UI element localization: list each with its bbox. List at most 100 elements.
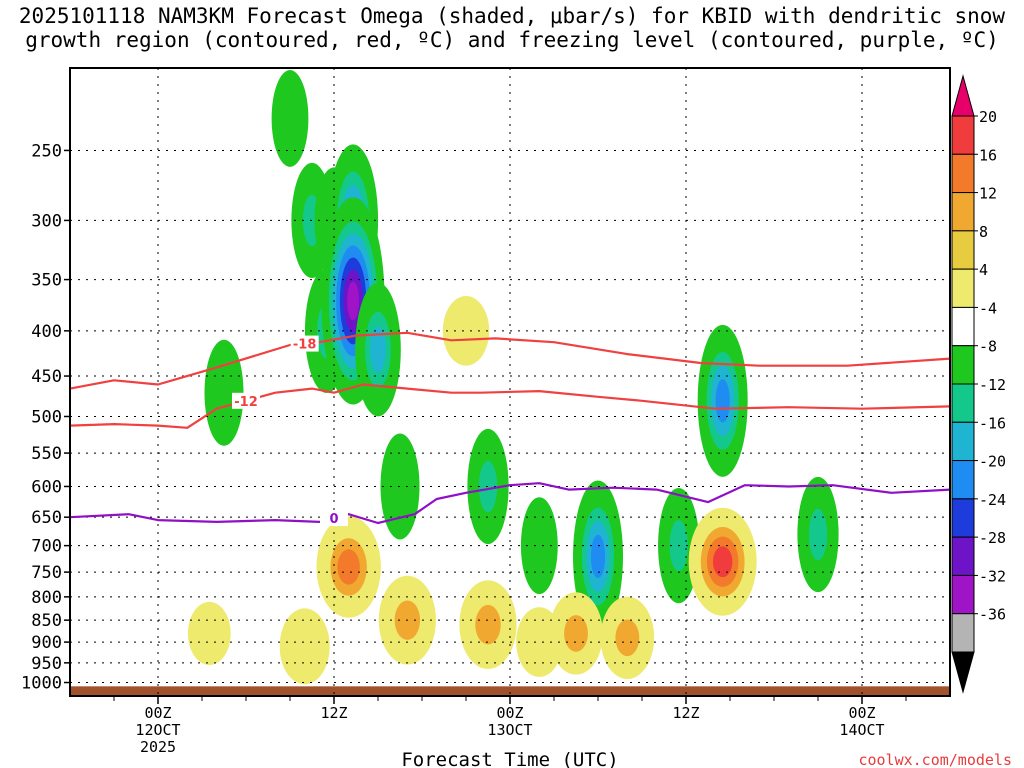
omega-cell-level — [289, 622, 321, 670]
omega-cell-10 — [467, 428, 509, 545]
colorbar-label: -8 — [979, 338, 997, 356]
contour-1 — [70, 331, 950, 390]
grid-layer — [70, 68, 950, 696]
y-tick-label: 800 — [31, 588, 62, 608]
omega-cell-11 — [520, 497, 558, 595]
omega-cell-level — [715, 379, 730, 423]
omega-cell-level — [388, 453, 412, 520]
colorbar-label: -32 — [979, 567, 1006, 585]
colorbar-label: -36 — [979, 606, 1006, 624]
y-tick-label: 400 — [31, 322, 62, 342]
omega-cell-9 — [380, 433, 420, 540]
colorbar-label: 20 — [979, 108, 997, 126]
colorbar-segment — [951, 613, 975, 653]
chart-title: 2025101118 NAM3KM Forecast Omega (shaded… — [0, 4, 1024, 52]
x-tick-label: 13OCT — [487, 721, 532, 739]
contour-2 — [70, 383, 950, 429]
y-tick-label: 950 — [31, 654, 62, 674]
y-tick-label: 850 — [31, 611, 62, 631]
terrain-band — [70, 686, 950, 696]
colorbar-label: -16 — [979, 414, 1006, 432]
y-tick-label: 750 — [31, 563, 62, 583]
x-tick-label: 12OCT — [135, 721, 180, 739]
omega-cell-level — [212, 360, 236, 426]
terrain-layer — [70, 686, 950, 696]
y-tick-label: 500 — [31, 407, 62, 427]
colorbar-top-arrow — [951, 74, 975, 117]
colorbar-segment — [951, 268, 975, 308]
colorbar-label: 16 — [979, 146, 997, 164]
colorbar-segment — [951, 421, 975, 462]
x-tick-label: 00Z — [144, 704, 171, 722]
colorbar-segment — [951, 498, 975, 538]
colorbar-label: -28 — [979, 529, 1006, 547]
chart-title-line2: growth region (contoured, red, ºC) and f… — [25, 28, 999, 52]
omega-cell-level — [370, 326, 386, 373]
y-tick-label: 300 — [31, 211, 62, 231]
colorbar-label: -12 — [979, 376, 1006, 394]
colorbar-segment — [951, 192, 975, 232]
omega-cell-1 — [204, 339, 244, 446]
colorbar-segment — [951, 153, 975, 194]
colorbar-label: -24 — [979, 491, 1006, 509]
chart-title-line1: 2025101118 NAM3KM Forecast Omega (shaded… — [18, 4, 1006, 28]
omega-cell-2 — [271, 70, 309, 167]
colorbar-segment — [951, 536, 975, 576]
contour-layer: -18 -12 0 — [70, 331, 950, 527]
x-tick-label: 12Z — [672, 704, 699, 722]
omega-cell-level — [337, 549, 360, 585]
y-tick-label: 350 — [31, 271, 62, 291]
y-tick-label: 550 — [31, 444, 62, 464]
colorbar-segment — [951, 383, 975, 423]
colorbar-segment — [951, 345, 975, 385]
contour-3 — [70, 482, 950, 525]
omega-cell-level — [528, 515, 551, 576]
x-tick-label: 14OCT — [839, 721, 884, 739]
omega-cell-level — [475, 604, 501, 645]
y-axis: 2503003504004505005506006507007508008509… — [21, 141, 70, 694]
colorbar-label: 4 — [979, 261, 988, 279]
contour-label-bg — [290, 335, 319, 352]
contour-label-bg — [320, 510, 348, 527]
omega-cell-12 — [573, 480, 623, 633]
colorbar-bottom-arrow — [951, 651, 975, 694]
omega-cell-level — [808, 508, 828, 561]
colorbar-label: -4 — [979, 299, 997, 317]
omega-cell-22 — [442, 296, 490, 366]
colorbar-segment — [951, 306, 975, 347]
omega-cell-24 — [279, 608, 330, 685]
omega-cell-level — [525, 620, 554, 664]
colorbar-segment — [951, 230, 975, 270]
omega-cell-19 — [549, 592, 603, 675]
omega-cell-level — [451, 309, 481, 353]
omega-cell-14 — [697, 324, 748, 477]
x-tick-label: 00Z — [848, 704, 875, 722]
y-tick-label: 1000 — [21, 674, 62, 694]
contour-label: -18 — [293, 338, 317, 353]
omega-cell-level — [712, 546, 733, 578]
colorbar-label: 12 — [979, 185, 997, 203]
credit-text[interactable]: coolwx.com/models — [858, 751, 1012, 768]
omega-cell-20 — [600, 596, 655, 679]
omega-cell-8 — [355, 282, 401, 417]
contour-label: 0 — [329, 512, 338, 527]
y-tick-label: 650 — [31, 508, 62, 528]
y-tick-label: 250 — [31, 141, 62, 161]
omega-cell-21 — [688, 507, 757, 616]
y-tick-label: 600 — [31, 477, 62, 497]
omega-cell-18 — [459, 580, 517, 670]
omega-cell-25 — [187, 601, 231, 666]
x-tick-label: 12Z — [320, 704, 347, 722]
omega-cell-level — [615, 619, 640, 657]
x-tick-label: 2025 — [140, 738, 176, 756]
colorbar-label: 8 — [979, 223, 988, 241]
omega-cell-level — [478, 460, 498, 513]
contour-label-bg — [232, 392, 260, 409]
colorbar-segment — [951, 115, 975, 155]
omega-cell-level — [590, 534, 606, 579]
colorbar-segment — [951, 574, 975, 615]
omega-cell-level — [347, 281, 359, 321]
x-axis-label: Forecast Time (UTC) — [401, 749, 618, 768]
omega-cell-15 — [797, 476, 839, 593]
